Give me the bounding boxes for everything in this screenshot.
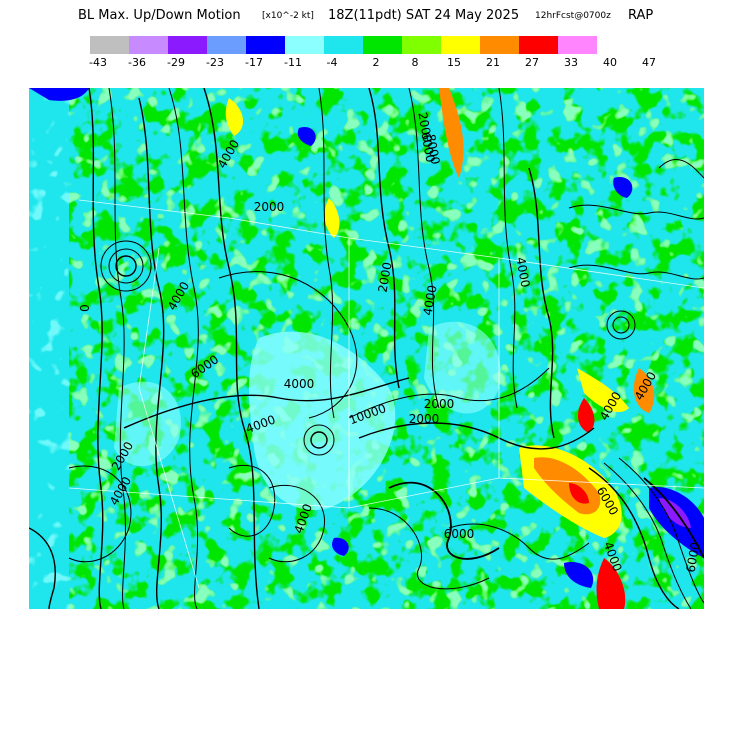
legend-swatch <box>441 36 480 54</box>
title-product: BL Max. Up/Down Motion <box>78 8 241 23</box>
legend-tick-label: -36 <box>128 56 146 69</box>
contour-label: 6000 <box>444 527 475 541</box>
downdraft-patch-s2 <box>564 562 594 588</box>
legend-tick-label: 2 <box>372 56 380 69</box>
contour-label: 6000 <box>418 131 437 164</box>
title-model: RAP <box>628 8 654 23</box>
legend-swatch <box>90 36 129 54</box>
legend-swatch <box>324 36 363 54</box>
legend-swatch <box>480 36 519 54</box>
legend-swatch <box>129 36 168 54</box>
contour-label: 4000 <box>421 284 440 317</box>
chart-title: BL Max. Up/Down Motion [x10^-2 kt] 18Z(1… <box>0 8 734 28</box>
legend-tick-label: 15 <box>447 56 461 69</box>
updraft-core-south <box>596 558 626 609</box>
valley-downdraft <box>114 381 181 467</box>
legend-tick-label: -4 <box>326 56 338 69</box>
downdraft-patch-s <box>332 537 349 556</box>
legend-tick-label: 27 <box>525 56 539 69</box>
contour-label: 2000 <box>254 200 285 214</box>
legend-labels: -43 -36 -29 -23 -17 -11 -4 2 8 15 21 27 33 40 47 <box>0 56 734 70</box>
contour-label: 2000 <box>415 111 434 144</box>
legend-tick-label: 33 <box>564 56 578 69</box>
title-units: [x10^-2 kt] <box>262 11 314 21</box>
contour-label: 2000 <box>409 412 440 426</box>
legend-tick-label: -29 <box>167 56 185 69</box>
legend-swatch <box>363 36 402 54</box>
weather-map: 2000 4000 4000 6000 4000 2000 2000 6000 2000 4000… <box>29 88 704 609</box>
downdraft-patch-n <box>297 127 316 146</box>
contour-label: 0 <box>78 304 92 312</box>
legend-swatch <box>558 36 597 54</box>
legend-tick-label: 21 <box>486 56 500 69</box>
updraft-core-orange-2 <box>633 368 655 413</box>
contour-label: 4000 <box>284 377 315 391</box>
updraft-ridge-north <box>439 88 464 178</box>
updraft-spot-b <box>225 98 244 136</box>
updraft-spot-a <box>324 198 340 238</box>
map-canvas: 2000400040006000400020002000600020004000… <box>29 88 704 609</box>
color-legend <box>90 36 597 54</box>
plateau-downdraft <box>424 321 501 414</box>
updraft-core-red <box>569 483 589 504</box>
contour-label: 2000 <box>376 261 395 294</box>
legend-swatch <box>246 36 285 54</box>
updraft-core-yellow-2 <box>577 368 629 413</box>
legend-swatch <box>285 36 324 54</box>
basin-downdraft <box>249 331 396 510</box>
legend-swatch <box>402 36 441 54</box>
legend-tick-label: 47 <box>642 56 656 69</box>
legend-tick-label: -43 <box>89 56 107 69</box>
contour-label: 4000 <box>513 256 532 289</box>
contour-label: 8000 <box>423 133 442 166</box>
legend-tick-label: -17 <box>245 56 263 69</box>
legend-swatch <box>207 36 246 54</box>
legend-tick-label: -23 <box>206 56 224 69</box>
contour-label: 6000 <box>684 541 703 574</box>
legend-tick-label: 40 <box>603 56 617 69</box>
downdraft-patch-ne <box>613 177 633 198</box>
state-borders <box>68 199 704 589</box>
legend-swatch <box>168 36 207 54</box>
downdraft-patch-nw <box>29 88 89 101</box>
updraft-core-red-2 <box>577 398 595 433</box>
title-forecast-hour: 12hrFcst@0700z <box>535 11 611 21</box>
legend-tick-label: -11 <box>284 56 302 69</box>
contour-label: 2000 <box>424 397 455 411</box>
title-valid-time: 18Z(11pdt) SAT 24 May 2025 <box>328 8 520 23</box>
legend-swatch <box>519 36 558 54</box>
legend-tick-label: 8 <box>411 56 419 69</box>
